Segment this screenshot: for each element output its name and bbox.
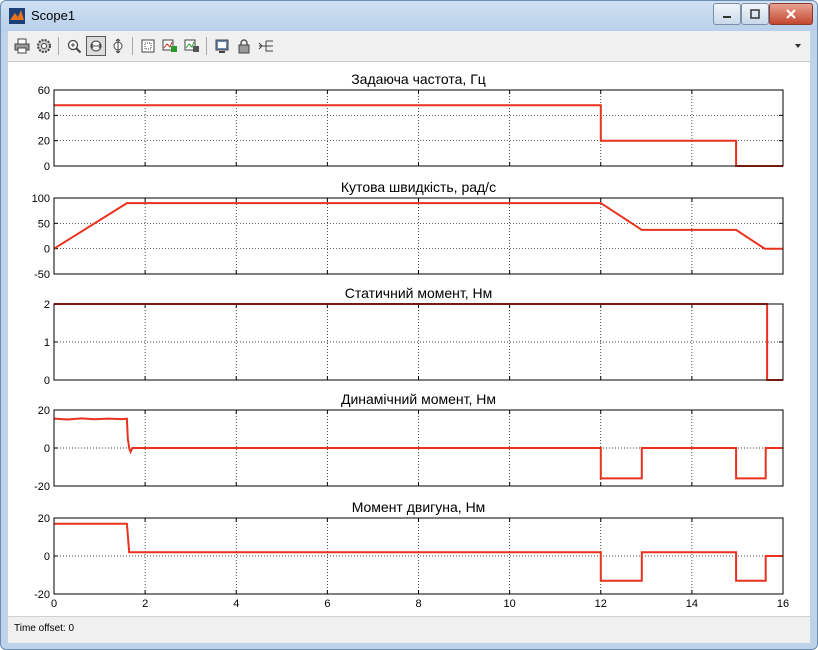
axes-title: Статичний момент, Нм [345, 285, 493, 301]
toolbar [8, 31, 810, 62]
y-tick-label: 20 [38, 513, 50, 525]
signal-selection-icon [258, 40, 273, 52]
y-tick-label: 0 [44, 551, 50, 563]
axes-frame [53, 89, 784, 167]
axes-frame [53, 303, 784, 381]
x-tick-label: 4 [233, 598, 239, 610]
title-bar[interactable]: Scope1 [1, 1, 817, 31]
y-tick-label: -50 [34, 269, 50, 281]
floating-scope-icon [215, 39, 229, 53]
x-tick-label: 6 [324, 598, 330, 610]
y-tick-label: 0 [44, 443, 50, 455]
time-offset-value: 0 [68, 623, 75, 634]
x-tick-label: 10 [504, 598, 516, 610]
lock-axes-button[interactable] [234, 36, 254, 56]
y-tick-label: 20 [38, 405, 50, 417]
plot-area: Задаюча частота, Гц 0 20 40 60 Кутова швидкіс… [8, 62, 810, 634]
toolbar-separator [58, 37, 59, 55]
x-tick-label: 16 [777, 598, 789, 610]
dock-arrow-icon [795, 44, 801, 48]
axes-title: Динамічний момент, Нм [341, 391, 496, 407]
y-tick-label: 0 [44, 161, 50, 173]
close-button[interactable] [769, 3, 813, 25]
zoom-in-icon [67, 39, 82, 54]
minimize-icon [723, 16, 731, 18]
y-tick-label: 40 [38, 110, 50, 122]
y-tick-label: -20 [34, 589, 50, 601]
toolbar-separator [206, 37, 207, 55]
series-line [54, 522, 783, 582]
y-tick-label: 1 [44, 337, 50, 349]
y-tick-label: 100 [32, 193, 50, 205]
axes-3[interactable]: Статичний момент, Нм 0 1 2 [44, 285, 784, 387]
y-tick-label: 60 [38, 85, 50, 97]
time-offset-label: Time offset: [14, 623, 66, 634]
lock-icon [238, 39, 250, 54]
y-tick-label: 0 [44, 244, 50, 256]
autoscale-icon [141, 39, 155, 53]
printer-icon [14, 38, 30, 54]
maximize-icon [750, 9, 760, 19]
save-axes-icon [162, 39, 177, 52]
axes-frame [53, 409, 784, 487]
y-tick-label: 2 [44, 299, 50, 311]
series-line [53, 202, 783, 250]
restore-axes-button[interactable] [182, 36, 202, 56]
zoom-x-button[interactable] [86, 36, 106, 56]
series-line [53, 417, 783, 480]
toolbar-separator [132, 37, 133, 55]
window-title: Scope1 [31, 8, 76, 23]
signal-selection-button[interactable] [256, 36, 276, 56]
axes-background [54, 518, 783, 594]
axes-2[interactable]: Кутова швидкість, рад/с -50 0 50 100 [32, 179, 784, 281]
axes-title: Задаюча частота, Гц [351, 71, 486, 87]
y-tick-label: 50 [38, 218, 50, 230]
axes-background [54, 198, 783, 274]
maximize-button[interactable] [741, 3, 769, 25]
axes-title: Момент двигуна, Нм [352, 499, 486, 515]
autoscale-button[interactable] [138, 36, 158, 56]
y-tick-label: 0 [44, 375, 50, 387]
zoom-y-button[interactable] [108, 36, 128, 56]
axes-1[interactable]: Задаюча частота, Гц 0 20 40 60 [38, 71, 784, 173]
minimize-button[interactable] [713, 3, 741, 25]
close-icon [786, 9, 796, 19]
save-axes-button[interactable] [160, 36, 180, 56]
x-tick-label: 8 [415, 598, 421, 610]
zoom-button[interactable] [64, 36, 84, 56]
parameters-button[interactable] [34, 36, 54, 56]
restore-axes-icon [184, 39, 199, 52]
zoom-y-icon [113, 38, 123, 54]
axes-frame [53, 517, 784, 595]
print-button[interactable] [12, 36, 32, 56]
axes-background [54, 90, 783, 166]
y-tick-label: -20 [34, 481, 50, 493]
axes-title: Кутова швидкість, рад/с [341, 179, 496, 195]
axes-frame [53, 197, 784, 275]
x-tick-label: 12 [595, 598, 607, 610]
x-tick-label: 0 [51, 598, 57, 610]
axes-background [54, 304, 783, 380]
gear-icon [37, 39, 51, 53]
x-tick-label: 2 [142, 598, 148, 610]
x-tick-label: 14 [686, 598, 698, 610]
y-tick-label: 20 [38, 136, 50, 148]
matlab-icon [9, 8, 25, 24]
zoom-x-icon [90, 40, 102, 52]
axes-4[interactable]: Динамічний момент, Нм -20 0 20 [34, 391, 784, 493]
floating-scope-button[interactable] [212, 36, 232, 56]
status-bar: Time offset: 0 [8, 616, 810, 643]
dock-arrow-button[interactable] [788, 36, 808, 56]
